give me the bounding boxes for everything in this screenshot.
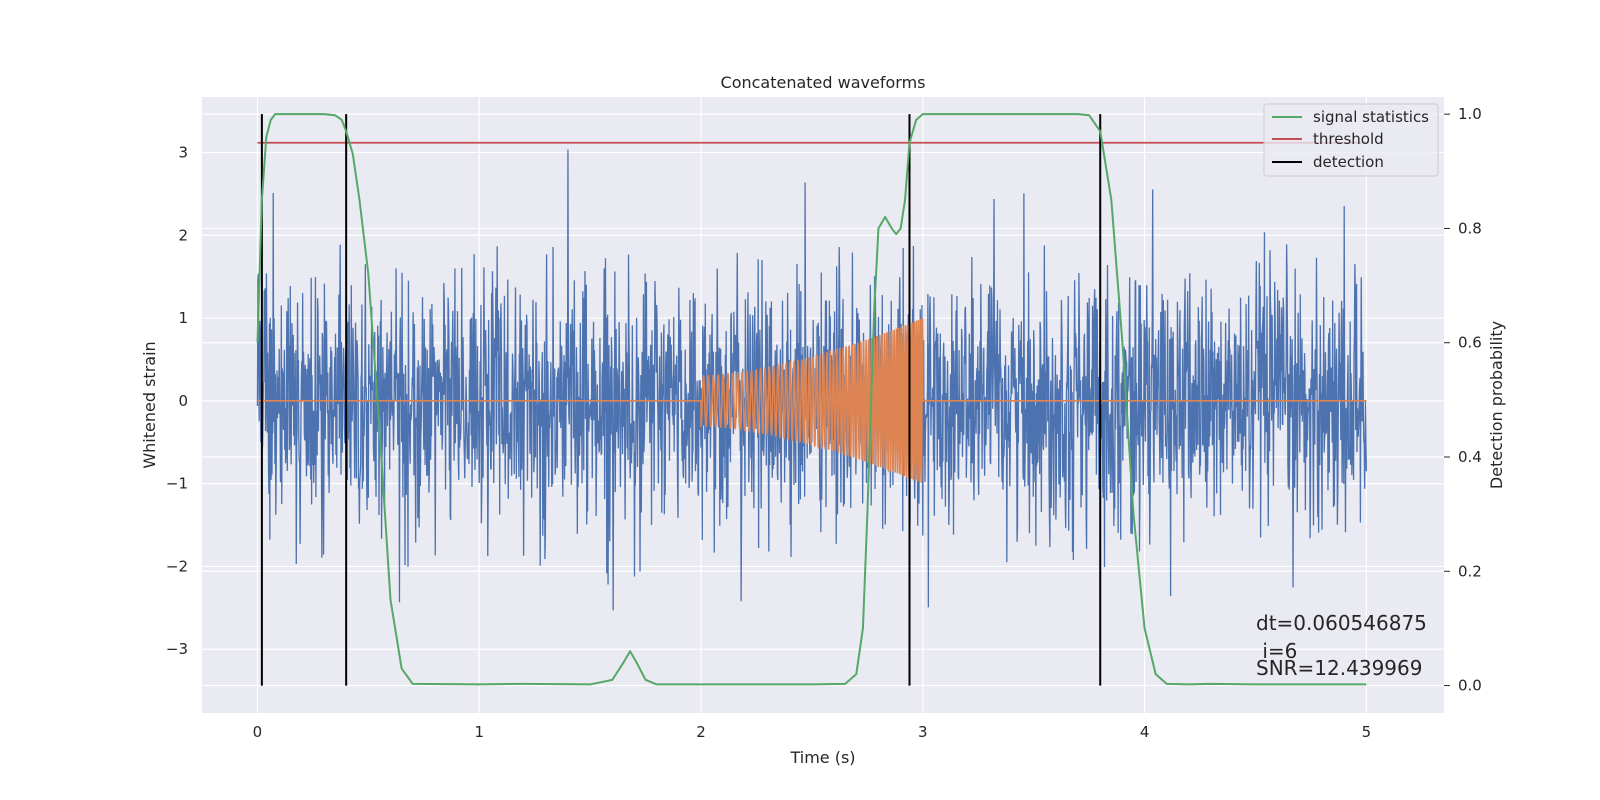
annotation-index: i=6 xyxy=(1256,639,1297,663)
x-tick-label: 1 xyxy=(474,723,484,741)
injected-waveform-series xyxy=(257,318,1367,483)
ticks: 0 1 2 3 4 5 −3 −2 −1 0 1 2 3 0.0 0.2 0.4 0.6 0.8 1.0 xyxy=(166,105,1482,741)
y2-tick-label: 0.0 xyxy=(1458,677,1482,695)
legend-box xyxy=(1263,103,1439,177)
legend-label-threshold: threshold xyxy=(1313,130,1384,148)
y2-tick-label: 0.6 xyxy=(1458,334,1482,352)
legend: signal statistics threshold detection xyxy=(1263,103,1439,177)
plot-data xyxy=(256,113,1368,686)
y2-tick-label: 1.0 xyxy=(1458,105,1482,123)
y-tick-label: 2 xyxy=(178,226,188,244)
x-tick-label: 5 xyxy=(1362,723,1372,741)
y-tick-label: 0 xyxy=(178,392,188,410)
legend-label-detection: detection xyxy=(1313,153,1384,171)
y2-tick-label: 0.2 xyxy=(1458,562,1482,580)
y-tick-label: 1 xyxy=(178,309,188,327)
y-tick-label: −1 xyxy=(166,475,188,493)
y-axis-label: Whitened strain xyxy=(140,341,159,468)
x-tick-label: 4 xyxy=(1140,723,1150,741)
y2-axis-label: Detection probability xyxy=(1487,321,1506,489)
y-tick-label: −2 xyxy=(166,557,188,575)
x-tick-label: 2 xyxy=(696,723,706,741)
chart-title: Concatenated waveforms xyxy=(721,73,926,92)
x-tick-label: 0 xyxy=(253,723,263,741)
legend-label-signal-statistics: signal statistics xyxy=(1313,108,1429,126)
y-tick-label: −3 xyxy=(166,640,188,658)
annotation-dt: dt=0.060546875 xyxy=(1256,611,1427,635)
y2-tick-label: 0.4 xyxy=(1458,448,1482,466)
y2-tick-label: 0.8 xyxy=(1458,219,1482,237)
annotation-snr: SNR=12.439969 xyxy=(1256,656,1422,680)
x-axis-label: Time (s) xyxy=(789,748,855,767)
annotations: dt=0.060546875 i=6 SNR=12.439969 xyxy=(1256,611,1427,680)
x-tick-label: 3 xyxy=(918,723,928,741)
signal-statistics-series xyxy=(256,113,1367,686)
y-tick-label: 3 xyxy=(178,143,188,161)
